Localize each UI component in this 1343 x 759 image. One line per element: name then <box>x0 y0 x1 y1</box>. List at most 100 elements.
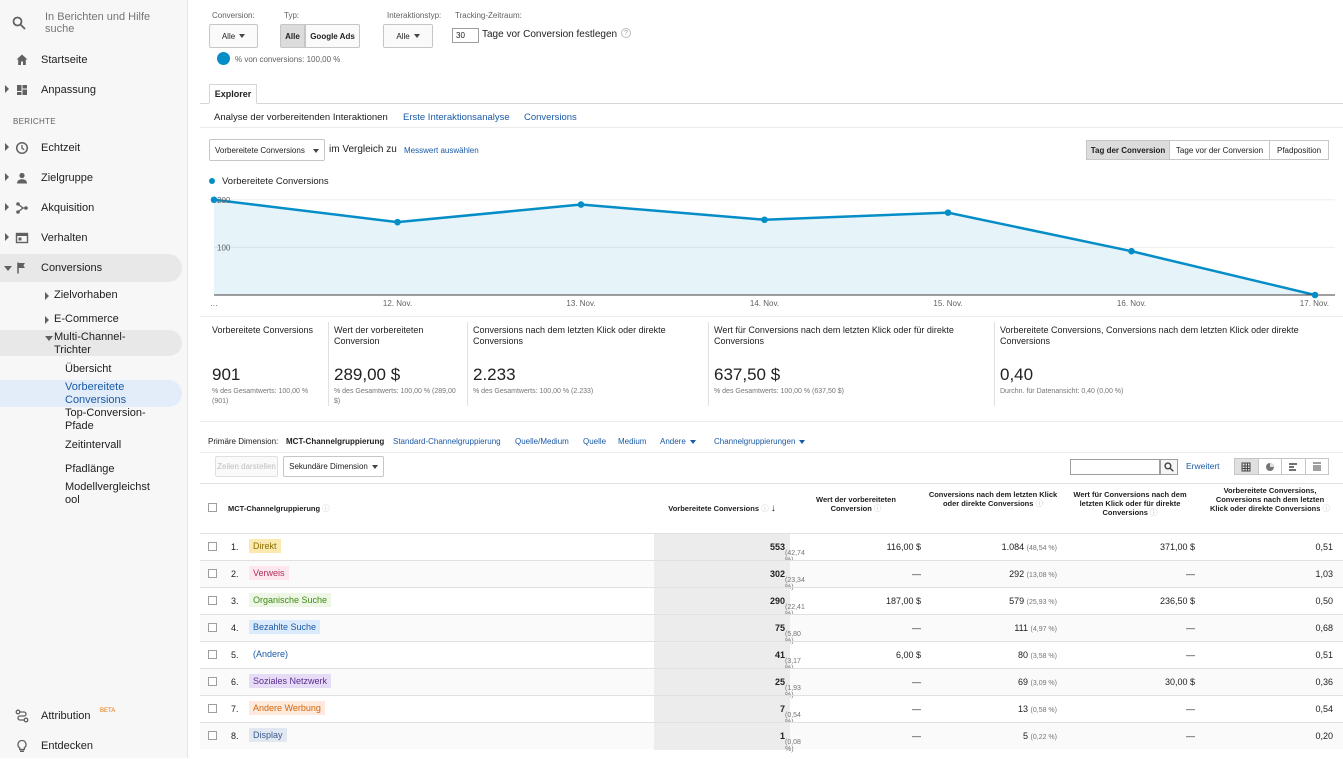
attribution-icon <box>15 709 29 723</box>
ratio-value: 0,50 <box>1315 596 1333 606</box>
comparison-view-icon[interactable] <box>1306 459 1329 474</box>
mcf-highlight <box>0 330 182 356</box>
bar-view-icon[interactable] <box>1282 459 1306 474</box>
chevron-down-icon <box>45 336 53 341</box>
channel-link[interactable]: Display <box>249 728 287 742</box>
dimension-source-medium[interactable]: Quelle/Medium <box>515 437 569 446</box>
sidebar-item-echtzeit[interactable]: Echtzeit <box>0 135 188 161</box>
table-row[interactable]: 7. Andere Werbung 7 (0,54 %) — 13 (0,58 %) — 0… <box>200 695 1343 726</box>
search-input[interactable]: In Berichten und Hilfe suche <box>45 11 151 35</box>
secondary-dimension-dropdown[interactable]: Sekundäre Dimension <box>283 456 384 477</box>
tab-explorer[interactable]: Explorer <box>209 84 257 104</box>
caret-down-icon <box>799 440 806 444</box>
table-row[interactable]: 3. Organische Suche 290 (22,41 %) 187,00 $ 5… <box>200 587 1343 618</box>
chevron-right-icon <box>5 143 9 151</box>
table-view-icon[interactable] <box>1235 459 1259 474</box>
pie-view-icon[interactable] <box>1259 459 1282 474</box>
th-channel[interactable]: MCT-Channelgruppierung ⓘ <box>228 504 330 513</box>
sidebar-subitem-vorbereitete-conversions[interactable]: Vorbereitete Conversions <box>65 381 127 406</box>
row-checkbox[interactable] <box>208 650 217 659</box>
chevron-right-icon <box>5 173 9 181</box>
view-days-before[interactable]: Tage vor der Conversion <box>1169 140 1270 160</box>
last-click-percent: (4,97 %) <box>1030 626 1057 633</box>
sidebar-subitem-pfadlaenge[interactable]: Pfadlänge <box>65 463 115 475</box>
view-path-position[interactable]: Pfadposition <box>1269 140 1329 160</box>
row-number: 3. <box>231 596 239 606</box>
ratio-value: 0,54 <box>1315 704 1333 714</box>
sidebar-item-conversions[interactable]: Conversions <box>0 255 188 281</box>
row-checkbox[interactable] <box>208 677 217 686</box>
sidebar-item-akquisition[interactable]: Akquisition <box>0 195 188 221</box>
channel-groups-dropdown[interactable]: Channelgruppierungen <box>714 437 806 446</box>
channel-link[interactable]: Soziales Netzwerk <box>249 674 332 688</box>
table-row[interactable]: 2. Verweis 302 (23,34 %) — 292 (13,08 %) — 1,0… <box>200 560 1343 591</box>
sidebar-item-anpassung[interactable]: Anpassung <box>0 77 188 103</box>
last-click-wrap: 13 (0,58 %) <box>1018 704 1057 714</box>
th-last-click-value[interactable]: Wert für Conversions nach dem letzten Kl… <box>1073 490 1187 517</box>
row-checkbox[interactable] <box>208 623 217 632</box>
table-row[interactable]: 5. (Andere) 41 (3,17 %) 6,00 $ 80 (3,58 %) — 0… <box>200 641 1343 672</box>
ratio-value: 1,03 <box>1315 569 1333 579</box>
sidebar-item-startseite[interactable]: Startseite <box>0 47 188 73</box>
last-click-wrap: 1.084 (48,54 %) <box>1002 542 1057 552</box>
assisted-value: 116,00 $ <box>886 542 921 552</box>
row-checkbox[interactable] <box>208 542 217 551</box>
metric-subtext: Durchn. für Datenansicht: 0,40 (0,00 %) <box>1000 388 1124 395</box>
conversion-dropdown[interactable]: Alle <box>209 24 258 48</box>
subtab-conversions[interactable]: Conversions <box>524 112 577 123</box>
table-search-input[interactable] <box>1070 459 1160 475</box>
type-google-ads-button[interactable]: Google Ads <box>305 24 360 48</box>
table-row[interactable]: 6. Soziales Netzwerk 25 (1,93 %) — 69 (3,09 … <box>200 668 1343 699</box>
advanced-filter-link[interactable]: Erweitert <box>1186 461 1220 471</box>
dimension-standard-channel[interactable]: Standard-Channelgruppierung <box>393 437 501 446</box>
channel-link[interactable]: Bezahlte Suche <box>249 620 321 634</box>
sidebar-subitem-ecommerce[interactable]: E-Commerce <box>45 313 119 325</box>
channel-link[interactable]: (Andere) <box>253 649 289 659</box>
metric-select[interactable]: Vorbereitete Conversions <box>209 139 325 161</box>
type-all-button[interactable]: Alle <box>280 24 305 48</box>
th-assisted-conversions[interactable]: Vorbereitete Conversions ⓘ ↓ <box>668 503 776 514</box>
dimension-medium[interactable]: Medium <box>618 437 647 446</box>
compare-metric-link[interactable]: Messwert auswählen <box>404 146 479 155</box>
select-all-checkbox[interactable] <box>208 503 217 512</box>
assisted-conversions: 553 <box>769 542 785 552</box>
channel-link[interactable]: Andere Werbung <box>249 701 325 715</box>
help-icon: ⓘ <box>873 504 882 513</box>
th-last-click[interactable]: Conversions nach dem letzten Klick oder … <box>928 490 1058 508</box>
sidebar-item-attribution[interactable]: Attribution BETA <box>0 703 188 729</box>
row-checkbox[interactable] <box>208 569 217 578</box>
row-checkbox[interactable] <box>208 731 217 740</box>
chevron-down-icon <box>4 266 12 271</box>
show-rows-button[interactable]: Zeilen darstellen <box>215 456 278 477</box>
interaction-dropdown[interactable]: Alle <box>383 24 433 48</box>
sidebar-subitem-mcf[interactable]: Multi-Channel-Trichter <box>45 331 154 357</box>
sidebar-subitem-modellvergleich[interactable]: Modellvergleichst ool <box>65 481 150 506</box>
table-row[interactable]: 8. Display 1 (0,08 %) — 5 (0,22 %) — 0,20 <box>200 722 1343 753</box>
dimension-other[interactable]: Andere <box>660 437 696 446</box>
sidebar-subitem-top-pfade[interactable]: Top-Conversion-Pfade <box>65 407 146 432</box>
view-day-of-conversion[interactable]: Tag der Conversion <box>1086 140 1170 160</box>
subtab-assist-analysis[interactable]: Analyse der vorbereitenden Interaktionen <box>214 112 388 123</box>
sidebar-item-verhalten[interactable]: Verhalten <box>0 225 188 251</box>
th-ratio[interactable]: Vorbereitete Conversions, Conversions na… <box>1209 486 1331 513</box>
row-checkbox[interactable] <box>208 596 217 605</box>
th-assisted-value[interactable]: Wert der vorbereiteten Conversion ⓘ <box>816 495 896 513</box>
sidebar-subitem-uebersicht[interactable]: Übersicht <box>65 363 112 375</box>
subtab-first-interaction[interactable]: Erste Interaktionsanalyse <box>403 112 510 123</box>
channel-link[interactable]: Verweis <box>249 566 289 580</box>
sidebar-subitem-zielvorhaben[interactable]: Zielvorhaben <box>45 289 118 301</box>
help-icon[interactable]: ? <box>621 28 631 38</box>
dimension-source[interactable]: Quelle <box>583 437 607 446</box>
sidebar-item-zielgruppe[interactable]: Zielgruppe <box>0 165 188 191</box>
channel-link[interactable]: Organische Suche <box>249 593 332 607</box>
row-checkbox[interactable] <box>208 704 217 713</box>
channel-link[interactable]: Direkt <box>249 539 281 553</box>
table-row[interactable]: 1. Direkt 553 (42,74 %) 116,00 $ 1.084 (48,5… <box>200 533 1343 564</box>
sidebar-search[interactable]: In Berichten und Hilfe suche <box>12 11 182 35</box>
sidebar-subitem-zeitintervall[interactable]: Zeitintervall <box>65 439 122 451</box>
table-search-button[interactable] <box>1160 459 1178 475</box>
sidebar-item-entdecken[interactable]: Entdecken <box>0 733 188 759</box>
table-row[interactable]: 4. Bezahlte Suche 75 (5,80 %) — 111 (4,97 %)… <box>200 614 1343 645</box>
tracking-days-input[interactable]: 30 <box>452 28 479 43</box>
x-tick-label: 17. Nov. <box>1300 299 1329 308</box>
